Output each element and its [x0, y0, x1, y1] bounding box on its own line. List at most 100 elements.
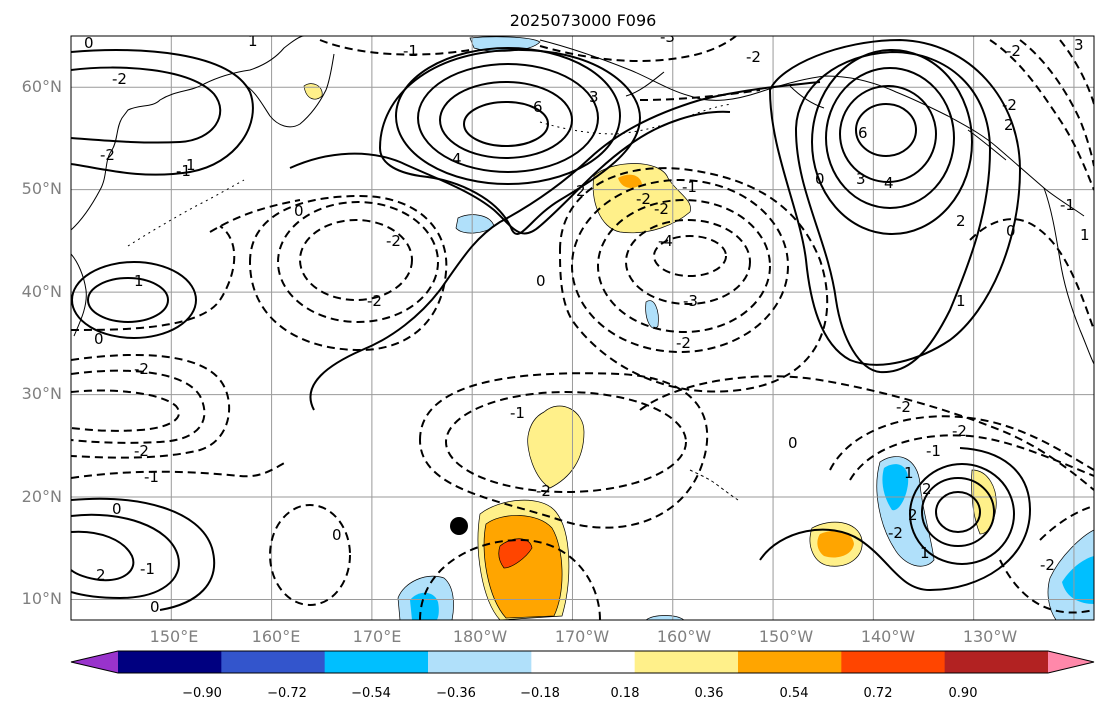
contour-high-center-2 [378, 48, 642, 235]
contour-label: -4 [658, 232, 673, 250]
colorbar-segment [324, 651, 429, 673]
y-tick-label: 60°N [22, 77, 62, 96]
shaded-anomaly-regions [303, 36, 1094, 620]
contour-label: 0 [815, 170, 825, 188]
contour-sw-dashed-3 [71, 389, 180, 432]
contour-low-south-0 [269, 504, 351, 606]
contour-label: -2 [888, 524, 903, 542]
contour-label: -1 [926, 442, 941, 460]
negative-anomaly-southeast-core [1062, 556, 1094, 604]
contour-label: 1 [248, 32, 258, 50]
contour-label: -2 [896, 398, 911, 416]
contour-label: -2 [1002, 96, 1017, 114]
colorbar-segment [738, 651, 842, 673]
colorbar: −0.90 −0.72 −0.54 −0.36 −0.18 0.18 0.36 … [70, 650, 1095, 701]
colorbar-tick-label: 0.90 [949, 686, 978, 701]
contour-low-west-0 [248, 194, 448, 352]
contour-low-central-1 [445, 391, 687, 493]
contour-label: 0 [84, 34, 94, 52]
contour-label: -1 [403, 42, 418, 60]
contour-nw-high-1 [71, 49, 254, 176]
contour-label: 3 [1074, 36, 1084, 54]
asia-coastline [71, 36, 305, 231]
contour-label: -2 [952, 422, 967, 440]
colorbar-tick-label: 0.54 [780, 686, 809, 701]
figure-title: 2025073000 F096 [510, 11, 657, 30]
dashed-contours [71, 36, 1094, 620]
contour-ne-dashed-3 [1059, 39, 1094, 105]
contour-label: 1 [134, 272, 144, 290]
contour-hurricane-3 [935, 491, 981, 533]
contour-label: 0 [294, 202, 304, 220]
contour-label: -2 [676, 334, 691, 352]
negative-anomaly-southwest-core [410, 592, 439, 620]
contour-west-high-1 [71, 261, 197, 339]
contour-label: 3 [856, 170, 866, 188]
colorbar-tick-label: 0.18 [611, 686, 640, 701]
aleutian-islands [539, 103, 733, 135]
contour-label: 1 [186, 156, 196, 174]
contour-east-dashed-outer [999, 559, 1094, 614]
positive-anomaly-core-gulf-alaska [618, 174, 642, 188]
contour-ne-dashed-1 [1019, 39, 1094, 167]
x-tick-label: 130°W [963, 627, 1018, 646]
contour-label: 6 [533, 98, 543, 116]
japan-coastline [71, 253, 87, 337]
colorbar-tick-label: −0.72 [267, 686, 307, 701]
colorbar-tick-label: −0.54 [351, 686, 391, 701]
colorbar-extend-high [1048, 651, 1094, 673]
hawaii-islands [689, 469, 739, 501]
contour-ne-high-5 [839, 85, 937, 183]
contour-north-dashed [639, 89, 761, 101]
contour-label: -1 [1060, 196, 1075, 214]
contour-label: -1 [176, 162, 191, 180]
contour-label: 0 [1006, 222, 1016, 240]
contour-label: -2 [134, 360, 149, 378]
contour-label: -2 [100, 146, 115, 164]
x-tick-label: 170°E [353, 627, 402, 646]
contour-east-dashed-2 [849, 434, 1094, 481]
contour-hurricane-1 [909, 463, 1015, 565]
solid-contours [71, 38, 1032, 611]
contour-label: 0 [94, 330, 104, 348]
contour-low-gulf-1 [571, 179, 789, 353]
contour-high-center-5 [439, 81, 573, 159]
contour-label: -2 [1040, 556, 1055, 574]
contour-east-dashed-se [1039, 505, 1094, 541]
contour-label: 2 [96, 566, 106, 584]
contour-label: 0 [150, 598, 160, 616]
contour-east-dashed-0 [639, 375, 1094, 491]
contour-low-west-1 [277, 201, 439, 323]
contour-ne-high-1 [768, 38, 1022, 366]
positive-anomaly-tropics-core [498, 538, 533, 569]
contour-label: -3 [660, 28, 675, 46]
colorbar-tick-label: −0.90 [182, 686, 222, 701]
colorbar-tick-labels: −0.90 −0.72 −0.54 −0.36 −0.18 0.18 0.36 … [182, 686, 977, 701]
contour-ridge-0 [309, 81, 821, 411]
contour-label: -3 [683, 292, 698, 310]
contour-bering-dashed-1 [319, 39, 471, 56]
contour-label: 0 [536, 272, 546, 290]
contour-label: -2 [636, 190, 651, 208]
contour-label: 0 [112, 500, 122, 518]
contour-east-dashed-1 [829, 415, 1094, 471]
contour-label: 2 [922, 480, 932, 498]
contour-label: 0 [332, 526, 342, 544]
positive-anomaly-central-pacific [527, 405, 585, 489]
contour-ne-high-3 [811, 49, 973, 235]
contour-low-gulf-3 [625, 219, 751, 305]
x-tick-label: 170°W [555, 627, 610, 646]
y-tick-label: 20°N [22, 487, 62, 506]
contour-labels: 6 4 3 2 -1 0 6 4 3 2 1 -2 -2 -4 -3 -2 -1… [84, 28, 1090, 616]
contour-hurricane-2 [921, 477, 995, 547]
contour-ridge-1 [289, 110, 731, 235]
storm-position-dot [450, 517, 468, 535]
contour-low-gulf-0 [558, 167, 829, 393]
contour-label: 2 [1004, 116, 1014, 134]
contour-ne-dashed-0 [969, 218, 1094, 331]
colorbar-tick-label: 0.36 [695, 686, 724, 701]
contour-lines [71, 36, 1094, 620]
y-axis-labels: 10°N 20°N 30°N 40°N 50°N 60°N [22, 77, 62, 608]
contour-label: 1 [956, 292, 966, 310]
y-tick-label: 50°N [22, 179, 62, 198]
